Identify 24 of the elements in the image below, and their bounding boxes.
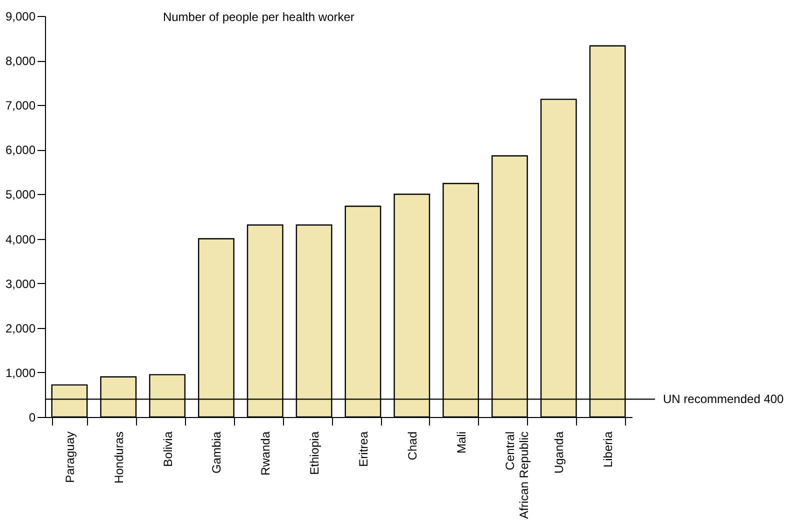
x-tick-label: Chad (405, 432, 420, 460)
x-tick-label: Ethiopia (308, 431, 322, 475)
y-tick-label: 8,000 (5, 54, 36, 68)
x-tick-label: Central African Republic (503, 432, 532, 519)
x-tick-label: Mali (454, 432, 468, 454)
x-tick-label: Paraguay (62, 432, 77, 483)
x-tick-label: Bolivia (160, 431, 175, 467)
ref-line-label: UN recommended 400 (663, 392, 784, 406)
chart-title: Number of people per health worker (162, 10, 354, 24)
y-tick-label: 0 (28, 410, 36, 424)
y-tick-label: 3,000 (5, 276, 36, 291)
y-tick-label: 6,000 (5, 143, 36, 158)
x-tick-label: Rwanda (258, 431, 273, 476)
y-tick-label: 1,000 (5, 366, 36, 380)
x-tick-label: Gambia (210, 431, 224, 474)
y-tick-label: 2,000 (5, 321, 36, 336)
y-tick-label: 5,000 (5, 188, 36, 202)
x-tick-label: Uganda (552, 431, 566, 474)
x-tick-label: Honduras (112, 432, 126, 484)
y-tick-label: 7,000 (5, 98, 36, 113)
x-tick-label: Eritrea (356, 431, 370, 467)
x-tick-label: Liberia (601, 431, 616, 468)
y-tick-label: 4,000 (5, 232, 36, 246)
y-tick-label: 9,000 (5, 10, 36, 24)
